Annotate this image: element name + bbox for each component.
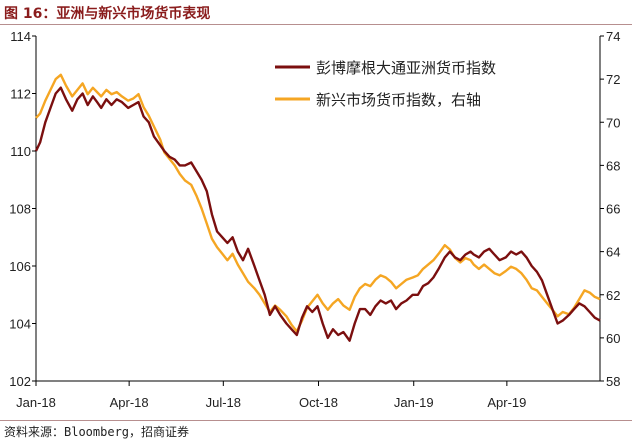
right-axis-tick-label: 66 xyxy=(606,202,620,217)
left-axis-tick-label: 108 xyxy=(9,202,31,217)
x-axis-tick-label: Jan-18 xyxy=(16,395,56,410)
figure-title: 图 16：亚洲与新兴市场货币表现 xyxy=(4,6,211,22)
legend-label-2: 新兴市场货币指数，右轴 xyxy=(316,91,481,109)
right-axis-tick-label: 62 xyxy=(606,288,620,303)
right-axis-tick-label: 64 xyxy=(606,245,620,260)
right-axis-tick-label: 58 xyxy=(606,374,620,389)
source-note: 资料来源：Bloomberg，招商证券 xyxy=(4,425,190,439)
title-divider xyxy=(0,24,632,25)
x-axis-tick-label: Jan-19 xyxy=(394,395,434,410)
right-axis-tick-label: 72 xyxy=(606,72,620,87)
left-axis-tick-label: 102 xyxy=(9,374,31,389)
footer-divider xyxy=(0,420,632,421)
right-axis-tick-label: 68 xyxy=(606,158,620,173)
chart-axes: 102 104 106 108 110 112 114 58 60 62 64 66 68 70 72 74 J… xyxy=(9,29,620,410)
left-axis-tick-label: 110 xyxy=(10,144,31,159)
series-line-1 xyxy=(34,86,601,342)
left-axis-tick-label: 106 xyxy=(9,259,31,274)
line-chart: 102 104 106 108 110 112 114 58 60 62 64 66 68 70 72 74 J… xyxy=(9,29,620,410)
x-axis-tick-label: Apr-19 xyxy=(487,395,526,410)
left-axis-tick-label: 114 xyxy=(10,29,31,44)
legend-label-1: 彭博摩根大通亚洲货币指数 xyxy=(316,59,496,77)
chart-series xyxy=(34,73,601,342)
x-axis-tick-label: Jul-18 xyxy=(206,395,241,410)
x-axis-tick-label: Apr-18 xyxy=(110,395,149,410)
right-axis-tick-label: 60 xyxy=(606,331,620,346)
x-axis-tick-label: Oct-18 xyxy=(299,395,338,410)
series-line-2 xyxy=(35,73,601,333)
left-axis-tick-label: 112 xyxy=(10,87,31,102)
right-axis-tick-label: 70 xyxy=(606,115,620,130)
right-axis-tick-label: 74 xyxy=(606,29,620,44)
left-axis-tick-label: 104 xyxy=(9,317,31,332)
